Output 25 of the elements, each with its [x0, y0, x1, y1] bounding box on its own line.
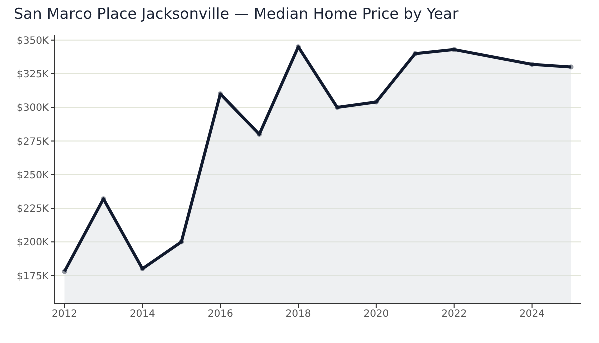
point: [452, 47, 457, 52]
x-tick-label: 2018: [286, 309, 312, 320]
point: [374, 100, 379, 105]
x-tick-label: 2024: [520, 309, 546, 320]
y-tick-label: $275K: [16, 136, 50, 148]
x-tick-label: 2020: [364, 309, 390, 320]
y-tick-label: $250K: [16, 170, 50, 182]
x-tick-label: 2014: [130, 309, 156, 320]
y-tick-label: $200K: [16, 238, 50, 249]
point: [62, 269, 68, 274]
x-tick-label: 2016: [208, 309, 234, 320]
x-tick-label: 2022: [442, 309, 468, 320]
y-tick-label: $350K: [16, 36, 50, 47]
y-tick-label: $225K: [16, 204, 50, 216]
y-tick-label: $325K: [16, 70, 50, 81]
chart-title: San Marco Place Jacksonville — Median Home Price by Year: [14, 5, 459, 23]
point: [179, 240, 184, 245]
point: [530, 62, 535, 68]
point: [568, 64, 574, 70]
x-tick-label: 2012: [52, 309, 78, 320]
point: [140, 266, 146, 272]
point: [334, 105, 340, 110]
point: [412, 51, 418, 56]
y-tick-label: $175K: [16, 271, 50, 282]
y-tick-label: $300K: [16, 103, 50, 114]
